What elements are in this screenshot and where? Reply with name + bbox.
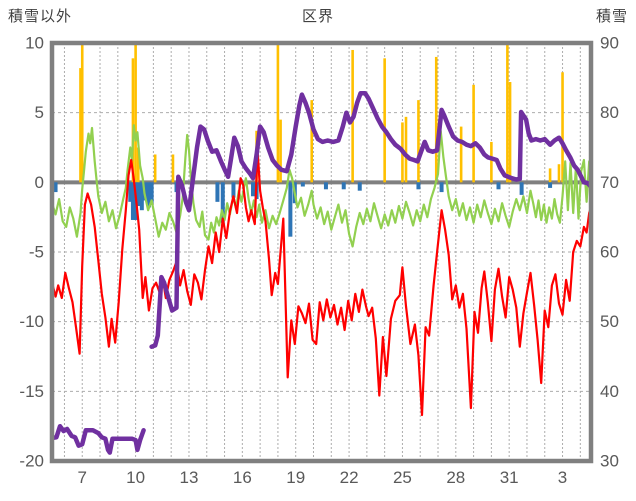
left-axis-tick: 5	[35, 103, 44, 122]
left-axis-tick: -10	[19, 312, 44, 331]
right-axis-tick: 70	[600, 173, 619, 192]
x-axis-tick: 7	[78, 468, 87, 487]
right-axis-tick: 80	[600, 103, 619, 122]
left-axis-tick: -5	[29, 243, 44, 262]
right-axis-tick: 50	[600, 312, 619, 331]
right-axis-tick: 30	[600, 452, 619, 471]
right-axis-tick: 60	[600, 243, 619, 262]
x-axis-tick: 10	[126, 468, 145, 487]
chart-title: 区界	[301, 8, 334, 25]
left-axis-tick: 10	[25, 34, 44, 53]
x-axis-tick: 28	[446, 468, 465, 487]
x-axis-tick: 25	[393, 468, 412, 487]
right-axis-tick: 90	[600, 34, 619, 53]
left-axis-tick: -15	[19, 382, 44, 401]
right-axis-title: 積雪	[595, 8, 628, 25]
series-purple_snow_line	[52, 90, 591, 455]
x-axis-tick: 16	[233, 468, 252, 487]
x-axis-tick: 22	[340, 468, 359, 487]
right-axis-tick: 40	[600, 382, 619, 401]
series-orange_bars	[79, 43, 564, 183]
left-axis-tick: -20	[19, 452, 44, 471]
series-layer	[52, 43, 591, 455]
series-red_line	[52, 147, 591, 417]
x-axis-tick: 31	[500, 468, 519, 487]
x-axis-tick: 19	[286, 468, 305, 487]
x-axis-tick: 3	[558, 468, 567, 487]
plot-border	[49, 40, 594, 464]
left-axis-title: 積雪以外	[8, 8, 73, 25]
series-green_line	[52, 124, 591, 248]
left-axis-tick: 0	[35, 173, 44, 192]
x-axis-tick: 13	[180, 468, 199, 487]
